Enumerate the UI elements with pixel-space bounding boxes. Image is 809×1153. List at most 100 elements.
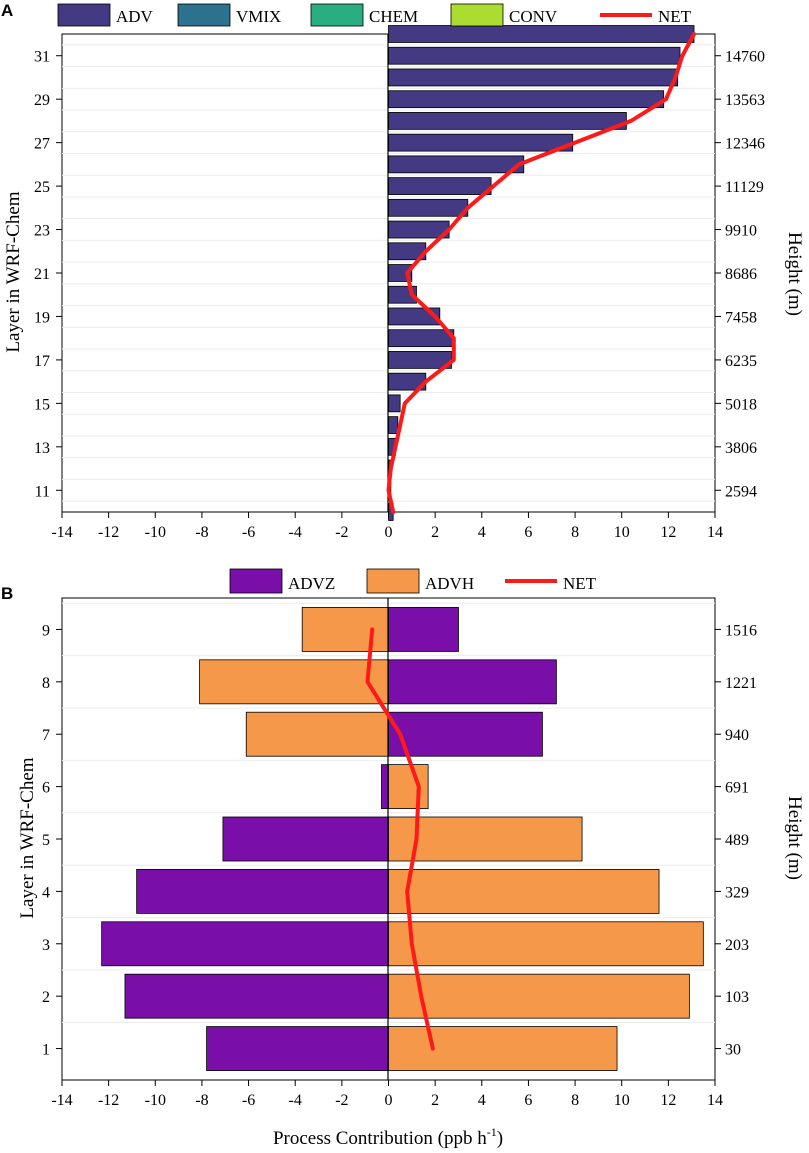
height-tick-label: 8686 bbox=[725, 266, 757, 283]
legend-label-adv: ADV bbox=[116, 7, 154, 26]
layer-tick-label: 7 bbox=[42, 727, 50, 744]
layer-tick-label: 3 bbox=[42, 937, 50, 954]
x-tick-label: -4 bbox=[289, 1092, 302, 1109]
legend-swatch-advz bbox=[229, 568, 283, 594]
bar-adv-layer-15 bbox=[388, 394, 401, 413]
panel-a-legend: ADV VMIX CHEM CONV NET bbox=[57, 3, 692, 27]
x-tick-label: 0 bbox=[385, 524, 393, 541]
bar-adv-layer-24 bbox=[388, 198, 469, 217]
x-tick-label: 6 bbox=[524, 1092, 532, 1109]
x-axis-label-main: Process Contribution (ppb h bbox=[273, 1128, 487, 1149]
layer-tick-label: 11 bbox=[35, 483, 50, 500]
x-tick-label: 4 bbox=[478, 1092, 486, 1109]
layer-tick-label: 23 bbox=[34, 223, 50, 240]
x-tick-label: -10 bbox=[145, 524, 166, 541]
height-tick-label: 30 bbox=[725, 1042, 741, 1059]
bar-adv-layer-25 bbox=[388, 177, 492, 195]
legend-label-net: NET bbox=[658, 7, 692, 26]
x-tick-label: -14 bbox=[51, 1092, 72, 1109]
layer-tick-label: 13 bbox=[34, 440, 50, 457]
x-tick-label: 12 bbox=[660, 524, 676, 541]
bar-advz-layer-8 bbox=[388, 659, 557, 705]
bar-adv-layer-19 bbox=[388, 307, 441, 326]
bar-adv-layer-28 bbox=[388, 112, 627, 130]
x-tick-label: 12 bbox=[660, 1092, 676, 1109]
height-tick-label: 12346 bbox=[725, 136, 765, 153]
layer-tick-label: 17 bbox=[34, 353, 50, 370]
legend-label-advz: ADVZ bbox=[288, 574, 335, 593]
panel-b-x-axis: -14 -12 -10 -8 -6 -4 -2 0 2 4 6 8 10 12 14 bbox=[51, 1080, 723, 1109]
bar-advh-layer-6 bbox=[388, 764, 429, 810]
net-line bbox=[386, 32, 696, 514]
panel-a-right-axis: 2594 3806 5018 6235 7458 8686 9910 11129 12346 13… bbox=[715, 49, 765, 500]
x-axis-label-end: ) bbox=[497, 1128, 503, 1149]
layer-tick-label: 5 bbox=[42, 832, 50, 849]
height-tick-label: 103 bbox=[725, 989, 749, 1006]
height-tick-label: 329 bbox=[725, 884, 749, 901]
legend-swatch-adv bbox=[57, 3, 111, 27]
bar-advz-layer-4 bbox=[136, 868, 389, 914]
x-axis-label-superscript: -1 bbox=[487, 1125, 497, 1139]
x-tick-label: -12 bbox=[98, 524, 119, 541]
x-tick-label: -4 bbox=[289, 524, 302, 541]
legend-swatch-advh bbox=[366, 568, 420, 594]
legend-label-chem: CHEM bbox=[369, 7, 418, 26]
height-tick-label: 2594 bbox=[725, 483, 757, 500]
bar-advz-layer-5 bbox=[222, 816, 389, 862]
panel-a-left-axis-label: Layer in WRF-Chem bbox=[3, 191, 24, 352]
height-tick-label: 1516 bbox=[725, 622, 757, 639]
layer-tick-label: 1 bbox=[42, 1042, 50, 1059]
x-tick-label: 8 bbox=[571, 524, 579, 541]
layer-tick-label: 4 bbox=[42, 884, 50, 901]
panel-b-right-axis: 30 103 203 329 489 691 940 1221 1516 bbox=[715, 622, 757, 1059]
bar-adv-layer-26 bbox=[388, 155, 525, 174]
x-tick-label: -14 bbox=[51, 524, 72, 541]
layer-tick-label: 31 bbox=[34, 49, 50, 66]
x-tick-label: -12 bbox=[98, 1092, 119, 1109]
layer-tick-label: 27 bbox=[34, 136, 50, 153]
x-tick-label: -10 bbox=[145, 1092, 166, 1109]
bar-adv-layer-29 bbox=[388, 90, 665, 109]
x-tick-label: 10 bbox=[614, 1092, 630, 1109]
panel-a-left-axis: 11 13 15 17 19 21 23 25 27 29 31 bbox=[34, 49, 62, 500]
x-tick-label: 8 bbox=[571, 1092, 579, 1109]
height-tick-label: 11129 bbox=[725, 179, 764, 196]
bar-adv-layer-31 bbox=[388, 46, 681, 65]
x-tick-label: -8 bbox=[195, 524, 208, 541]
bar-advh-layer-3 bbox=[388, 921, 704, 967]
layer-tick-label: 29 bbox=[34, 92, 50, 109]
x-tick-label: -2 bbox=[335, 524, 348, 541]
bar-adv-layer-18 bbox=[388, 329, 455, 348]
panel-b-x-axis-label: Process Contribution (ppb h-1) bbox=[273, 1125, 503, 1149]
height-tick-label: 691 bbox=[725, 780, 749, 797]
panel-b-left-axis-label: Layer in WRF-Chem bbox=[17, 757, 38, 918]
height-tick-label: 203 bbox=[725, 937, 749, 954]
x-tick-label: 2 bbox=[431, 524, 439, 541]
panel-b-net-line bbox=[365, 627, 435, 1051]
layer-tick-label: 25 bbox=[34, 179, 50, 196]
bar-advh-layer-7 bbox=[245, 711, 389, 757]
bar-advz-layer-1 bbox=[206, 1026, 389, 1071]
bar-adv-layer-27 bbox=[388, 133, 574, 152]
bar-advz-layer-2 bbox=[124, 973, 389, 1019]
layer-tick-label: 6 bbox=[42, 780, 50, 797]
legend-label-advh: ADVH bbox=[425, 574, 474, 593]
legend-swatch-chem bbox=[310, 3, 364, 27]
layer-tick-label: 21 bbox=[34, 266, 50, 283]
x-tick-label: 2 bbox=[431, 1092, 439, 1109]
legend-swatch-vmix bbox=[177, 3, 231, 27]
bar-advh-layer-4 bbox=[388, 868, 660, 914]
bar-advz-layer-3 bbox=[101, 921, 389, 967]
panel-b-legend: ADVZ ADVH NET bbox=[229, 568, 597, 594]
height-tick-label: 940 bbox=[725, 727, 749, 744]
height-tick-label: 6235 bbox=[725, 353, 757, 370]
bar-advh-layer-8 bbox=[199, 659, 389, 705]
panel-b-bars bbox=[101, 607, 704, 1071]
x-tick-label: 14 bbox=[707, 1092, 723, 1109]
bar-advh-layer-9 bbox=[301, 607, 389, 652]
legend-label-conv: CONV bbox=[509, 7, 558, 26]
height-tick-label: 14760 bbox=[725, 49, 765, 66]
bar-advz-layer-9 bbox=[388, 607, 459, 652]
height-tick-label: 13563 bbox=[725, 92, 765, 109]
height-tick-label: 5018 bbox=[725, 396, 757, 413]
